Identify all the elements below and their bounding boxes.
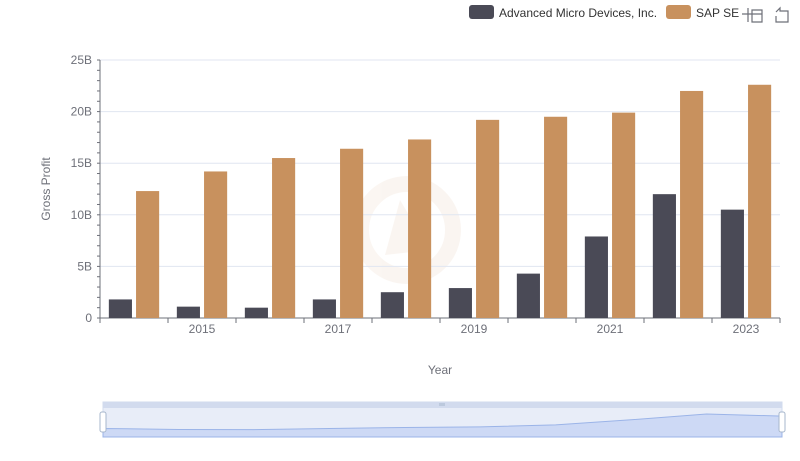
y-tick-label: 5B [77, 259, 92, 273]
legend-swatch-sap[interactable] [666, 5, 691, 19]
y-axis: 0 5B 10B 15B 20B 25B [71, 53, 101, 325]
x-axis: 2015 2017 2019 2021 2023 [99, 317, 781, 336]
bar-amd-2018[interactable] [380, 292, 404, 318]
y-tick-label: 25B [71, 53, 92, 67]
y-tick-label: 10B [71, 208, 92, 222]
bar-sap-2018[interactable] [408, 139, 432, 318]
y-axis-title: Gross Profit [39, 157, 53, 221]
legend-swatch-amd[interactable] [469, 5, 494, 19]
bar-amd-2019[interactable] [448, 288, 472, 318]
datazoom-handle-left[interactable] [99, 411, 107, 433]
zoom-icon[interactable] [742, 8, 763, 23]
datazoom-slider[interactable] [99, 401, 786, 438]
bar-sap-2020[interactable] [544, 116, 568, 318]
y-tick-label: 15B [71, 156, 92, 170]
watermark-logo [353, 176, 461, 284]
y-tick-label: 0 [85, 311, 92, 325]
legend-label-sap[interactable]: SAP SE [696, 6, 739, 20]
x-tick-label: 2015 [189, 322, 216, 336]
x-axis-title: Year [428, 363, 452, 377]
bar-amd-2017[interactable] [312, 299, 336, 318]
bar-sap-2021[interactable] [612, 112, 636, 319]
bar-amd-2021[interactable] [584, 236, 608, 318]
x-tick-label: 2021 [597, 322, 624, 336]
legend-label-amd[interactable]: Advanced Micro Devices, Inc. [499, 6, 657, 20]
x-tick-label: 2019 [461, 322, 488, 336]
bar-amd-2023[interactable] [720, 209, 744, 318]
legend: Advanced Micro Devices, Inc. SAP SE [469, 5, 739, 20]
bar-amd-2022[interactable] [652, 194, 676, 318]
drag-handle-icon[interactable] [439, 403, 445, 406]
bar-amd-2016[interactable] [244, 307, 268, 318]
bar-sap-2014[interactable] [136, 191, 160, 318]
datazoom-handle-right[interactable] [778, 411, 786, 433]
gridlines [100, 59, 780, 267]
restore-icon[interactable] [775, 6, 789, 23]
bar-sap-2015[interactable] [204, 171, 228, 318]
bar-amd-2014[interactable] [108, 299, 132, 318]
x-tick-label: 2023 [733, 322, 760, 336]
bars [108, 84, 772, 319]
bar-sap-2023[interactable] [748, 84, 772, 318]
bar-sap-2022[interactable] [680, 90, 704, 319]
y-tick-label: 20B [71, 105, 92, 119]
bar-sap-2019[interactable] [476, 119, 500, 318]
bar-amd-2020[interactable] [516, 273, 540, 318]
bar-amd-2015[interactable] [176, 306, 200, 318]
bar-sap-2016[interactable] [272, 158, 296, 318]
x-tick-label: 2017 [325, 322, 352, 336]
bar-sap-2017[interactable] [340, 148, 364, 318]
